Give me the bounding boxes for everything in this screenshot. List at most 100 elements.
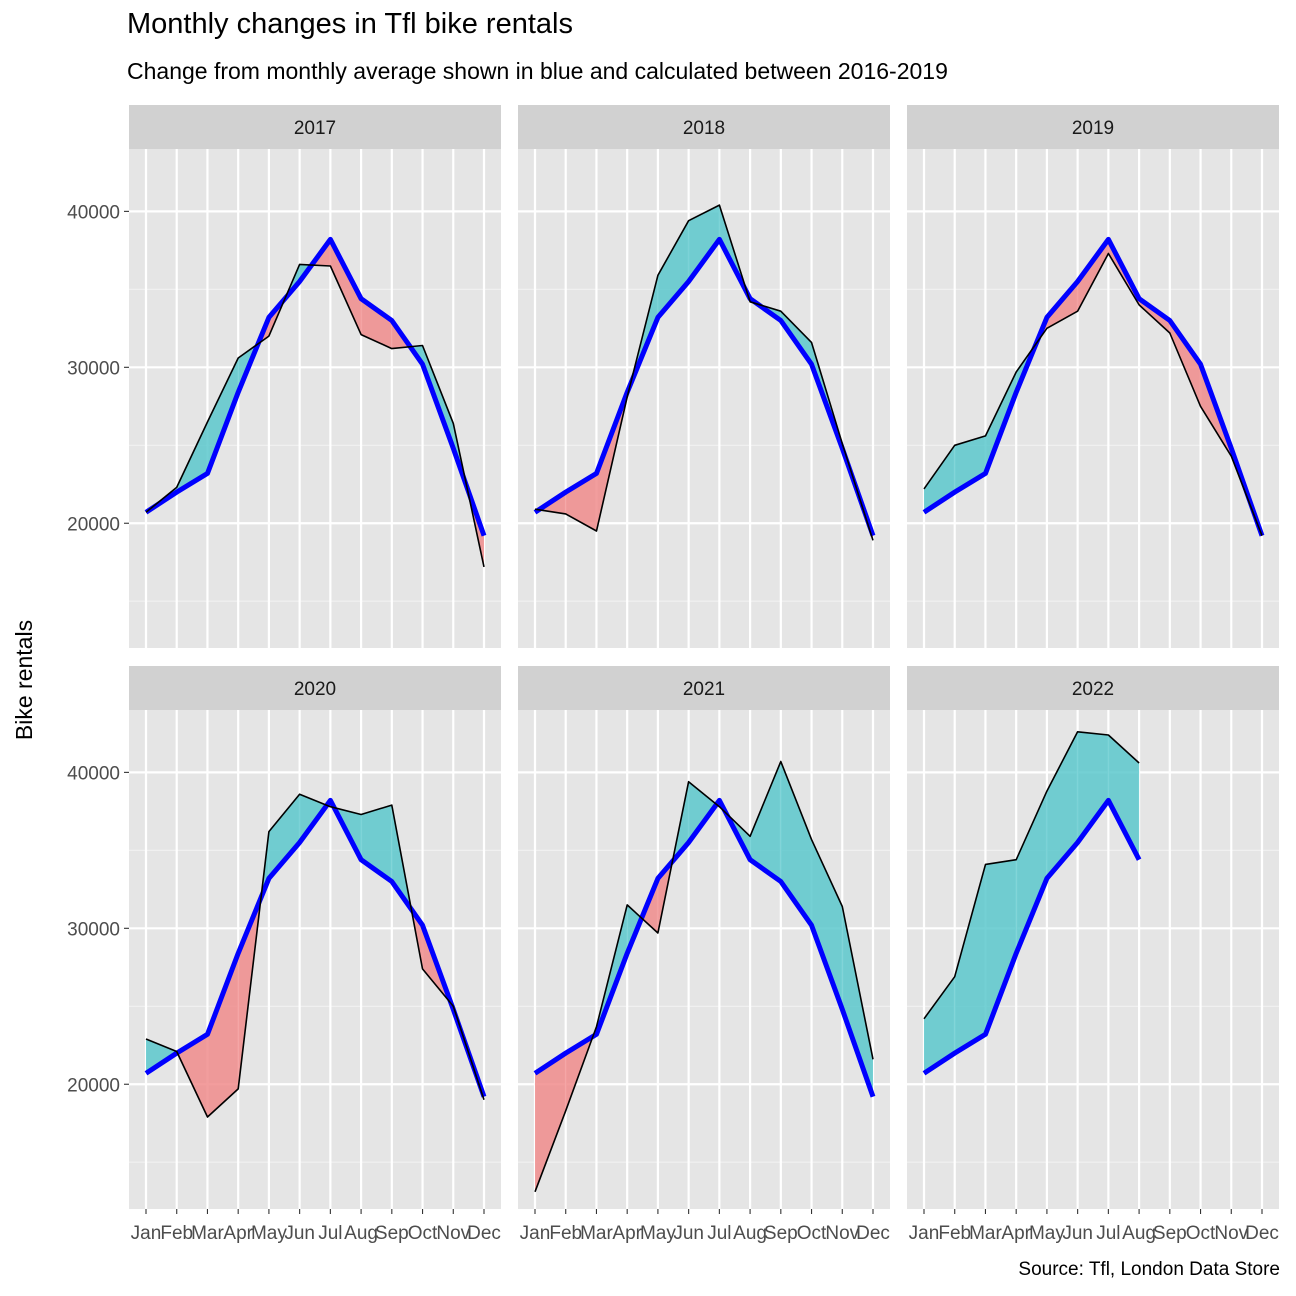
- monthly-average-line: [144, 797, 487, 1098]
- below-average-ribbon: [361, 298, 392, 349]
- x-tick-label: Feb: [160, 1223, 193, 1244]
- facet-strip-label: 2019: [1072, 118, 1114, 139]
- facet-strip: [129, 666, 501, 710]
- x-tick-label: Oct: [408, 1223, 438, 1244]
- facet-2019: 2019: [907, 105, 1279, 648]
- chart-subtitle: Change from monthly average shown in blu…: [127, 58, 948, 84]
- facet-strip: [907, 105, 1279, 149]
- x-tick-label: Oct: [1186, 1223, 1216, 1244]
- facet-strip: [518, 105, 890, 149]
- facet-2018: 2018: [518, 105, 890, 648]
- facet-strip: [518, 666, 890, 710]
- above-average-ribbon: [842, 906, 873, 1097]
- above-average-ribbon: [1016, 791, 1047, 954]
- above-average-ribbon: [750, 761, 781, 882]
- x-tick-label: Jan: [131, 1223, 162, 1244]
- x-tick-label: Apr: [612, 1223, 642, 1244]
- x-tick-label: Aug: [1122, 1223, 1156, 1244]
- monthly-average-line: [533, 236, 876, 537]
- above-average-ribbon: [924, 976, 955, 1074]
- above-average-ribbon: [954, 864, 986, 1054]
- x-tick-label: Apr: [1001, 1223, 1031, 1244]
- x-tick-label: Jun: [673, 1223, 704, 1244]
- x-tick-label: Aug: [733, 1223, 767, 1244]
- x-tick-label: Jan: [909, 1223, 940, 1244]
- above-average-ribbon: [268, 794, 300, 879]
- x-tick-label: May: [1029, 1223, 1065, 1244]
- x-tick-label: Dec: [467, 1223, 501, 1244]
- x-tick-label: Sep: [1153, 1223, 1187, 1244]
- above-average-ribbon: [657, 220, 689, 318]
- x-tick-label: Jun: [1062, 1223, 1093, 1244]
- x-tick-label: Jul: [707, 1223, 731, 1244]
- facet-2017: 2017 20000 30000 40000: [67, 105, 501, 648]
- panel-background: [907, 149, 1279, 648]
- panel-background: [129, 149, 501, 648]
- facet-strip-label: 2018: [683, 118, 725, 139]
- x-tick-label: Aug: [344, 1223, 378, 1244]
- y-tick-label: 40000: [67, 202, 120, 223]
- chart-caption: Source: Tfl, London Data Store: [1018, 1259, 1280, 1280]
- above-average-ribbon: [688, 781, 717, 843]
- below-average-ribbon: [1077, 239, 1109, 312]
- below-average-ribbon: [1169, 320, 1201, 407]
- y-tick-label: 20000: [67, 1075, 120, 1096]
- monthly-average-line: [922, 797, 1142, 1076]
- actual-rentals-line: [145, 793, 485, 1118]
- facet-strip-label: 2020: [294, 679, 336, 700]
- below-average-ribbon: [535, 1053, 566, 1192]
- above-average-ribbon: [146, 1039, 177, 1074]
- x-tick-label: May: [640, 1223, 676, 1244]
- actual-rentals-line: [534, 204, 874, 541]
- y-tick-label: 20000: [67, 514, 120, 535]
- x-tick-label: Feb: [549, 1223, 582, 1244]
- actual-rentals-line: [923, 252, 1263, 536]
- monthly-average-line: [144, 236, 487, 537]
- monthly-average-line: [922, 236, 1265, 537]
- x-tick-label: Oct: [797, 1223, 827, 1244]
- above-average-ribbon: [688, 205, 720, 282]
- x-tick-label: Jul: [1096, 1223, 1120, 1244]
- facet-strip-label: 2022: [1072, 679, 1114, 700]
- facet-strip-label: 2017: [294, 118, 336, 139]
- x-tick-label: Dec: [856, 1223, 890, 1244]
- y-tick-label: 30000: [67, 919, 120, 940]
- x-tick-label: Feb: [938, 1223, 971, 1244]
- facet-strip: [129, 105, 501, 149]
- monthly-average-line: [533, 797, 876, 1098]
- below-average-ribbon: [330, 239, 362, 335]
- facet-strip-label: 2021: [683, 679, 725, 700]
- y-axis-title: Bike rentals: [11, 620, 37, 740]
- x-tick-label: Nov: [1214, 1223, 1248, 1244]
- x-tick-label: Jan: [520, 1223, 551, 1244]
- panel-background: [129, 710, 501, 1209]
- x-tick-label: Nov: [436, 1223, 470, 1244]
- below-average-ribbon: [177, 1034, 208, 1117]
- x-tick-label: Sep: [375, 1223, 409, 1244]
- above-average-ribbon: [1046, 731, 1078, 879]
- above-average-ribbon: [780, 761, 812, 926]
- x-tick-label: Jun: [284, 1223, 315, 1244]
- x-tick-label: Nov: [825, 1223, 859, 1244]
- actual-rentals-line: [534, 760, 874, 1193]
- chart-title: Monthly changes in Tfl bike rentals: [127, 8, 573, 40]
- x-tick-label: Mar: [580, 1223, 613, 1244]
- y-tick-label: 40000: [67, 763, 120, 784]
- above-average-ribbon: [985, 859, 1017, 1035]
- below-average-ribbon: [1139, 298, 1170, 333]
- x-tick-label: Jul: [318, 1223, 342, 1244]
- x-tick-label: Dec: [1245, 1223, 1279, 1244]
- x-tick-label: Mar: [969, 1223, 1002, 1244]
- above-average-ribbon: [811, 839, 843, 1010]
- facet-strip: [907, 666, 1279, 710]
- actual-rentals-line: [923, 730, 1140, 1020]
- x-tick-label: Sep: [764, 1223, 798, 1244]
- above-average-ribbon: [1077, 731, 1109, 843]
- below-average-ribbon: [207, 953, 239, 1117]
- y-tick-label: 30000: [67, 358, 120, 379]
- actual-rentals-line: [145, 263, 485, 568]
